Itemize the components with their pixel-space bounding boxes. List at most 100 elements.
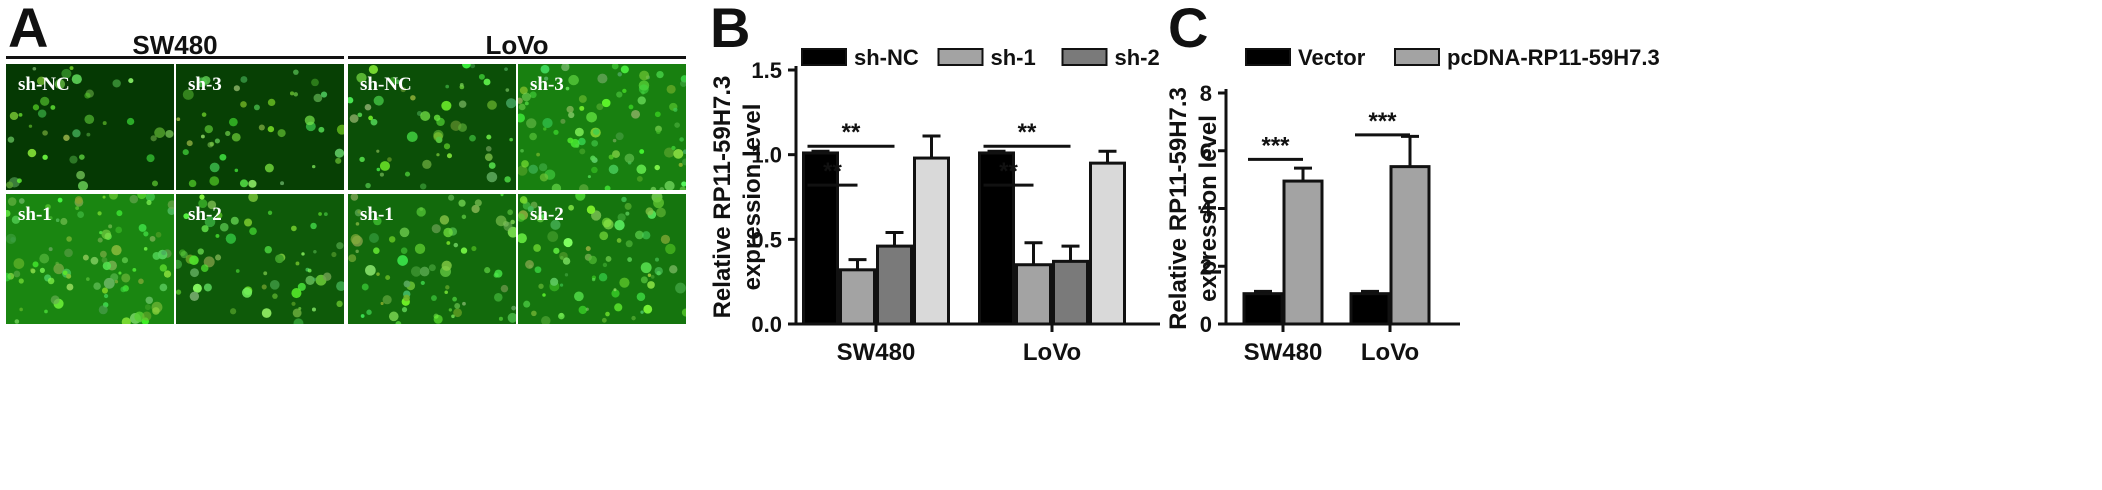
fluorescent-cell bbox=[511, 305, 516, 311]
fluorescent-cell bbox=[102, 195, 106, 199]
fluorescent-cell bbox=[599, 231, 609, 241]
fluorescent-cell bbox=[611, 289, 620, 298]
y-tick-label: 0.0 bbox=[751, 312, 782, 337]
fluorescent-cell bbox=[289, 91, 295, 96]
fluorescent-cell bbox=[66, 283, 74, 291]
fluorescent-cell bbox=[534, 266, 542, 274]
fluorescent-cell bbox=[680, 80, 686, 87]
fluorescent-cell bbox=[142, 311, 152, 321]
bar-sh-1-LoVo bbox=[1015, 263, 1052, 326]
y-axis-label: Relative RP11-59H7.3 expression level bbox=[1165, 87, 1222, 330]
fluorescent-cell bbox=[116, 210, 123, 217]
fluorescent-cell bbox=[631, 315, 636, 321]
fluorescent-cell bbox=[272, 293, 278, 299]
fluorescent-cell bbox=[435, 136, 443, 144]
fluorescent-cell bbox=[267, 98, 276, 107]
legend-label-Vector: Vector bbox=[1298, 45, 1366, 70]
micrograph-background bbox=[348, 194, 516, 324]
fluorescent-cell bbox=[659, 187, 665, 190]
fluorescent-cell bbox=[681, 308, 686, 317]
y-tick-label: 4 bbox=[1200, 197, 1213, 222]
fluorescent-cell bbox=[165, 129, 174, 138]
bar-sh-2-LoVo bbox=[1052, 259, 1089, 326]
fluorescent-cell bbox=[575, 143, 580, 148]
fluorescent-cell bbox=[228, 117, 238, 127]
fluorescent-cell bbox=[13, 258, 25, 269]
fluorescent-cell bbox=[366, 309, 372, 315]
fluorescent-cell bbox=[625, 211, 630, 216]
fluorescent-cell bbox=[488, 162, 496, 169]
fluorescent-cell bbox=[373, 216, 382, 226]
fluorescent-cell bbox=[214, 138, 220, 144]
fluorescent-cell bbox=[189, 255, 199, 266]
fluorescent-cell bbox=[574, 291, 584, 302]
fluorescent-cell bbox=[538, 163, 548, 172]
fluorescent-cell bbox=[163, 270, 172, 278]
fluorescent-cell bbox=[560, 118, 566, 124]
fluorescent-cell bbox=[47, 277, 55, 285]
fluorescent-cell bbox=[664, 180, 675, 190]
fluorescent-cell bbox=[146, 154, 155, 163]
legend-label-sh-1: sh-1 bbox=[991, 45, 1036, 70]
fluorescent-cell bbox=[14, 319, 20, 324]
legend-swatch-sh-NC bbox=[801, 48, 847, 66]
fluorescent-cell bbox=[112, 79, 121, 88]
fluorescent-cell bbox=[207, 141, 214, 148]
fluorescent-cell bbox=[293, 318, 304, 324]
fluorescent-cell bbox=[204, 216, 216, 228]
fluorescent-cell bbox=[356, 72, 367, 83]
y-axis-label-line: expression level bbox=[739, 104, 766, 291]
fluorescent-cell bbox=[558, 312, 565, 320]
fluorescent-cell bbox=[183, 213, 190, 220]
fluorescent-cell bbox=[349, 114, 359, 123]
fluorescent-cell bbox=[45, 204, 51, 210]
fluorescent-cell bbox=[198, 198, 208, 209]
fluorescent-cell bbox=[625, 240, 633, 248]
fluorescent-cell bbox=[13, 270, 21, 278]
micrograph-image bbox=[176, 194, 344, 324]
fluorescent-cell bbox=[368, 115, 374, 121]
micrograph-image bbox=[348, 194, 516, 324]
fluorescent-cell bbox=[564, 273, 569, 277]
fluorescent-cell bbox=[559, 283, 564, 287]
fluorescent-cell bbox=[660, 234, 671, 245]
fluorescent-cell bbox=[387, 157, 392, 162]
fluorescent-cell bbox=[495, 215, 507, 227]
fluorescent-cell bbox=[77, 180, 89, 190]
fluorescent-cell bbox=[18, 278, 24, 284]
fluorescent-cell bbox=[403, 294, 410, 302]
significance-label: ** bbox=[1018, 119, 1037, 146]
x-tick-label: LoVo bbox=[1361, 339, 1419, 366]
fluorescent-cell bbox=[292, 308, 302, 318]
fluorescent-cell bbox=[454, 303, 461, 309]
micrograph-sw480-sh-3: sh-3 bbox=[176, 64, 344, 190]
fluorescent-cell bbox=[264, 245, 272, 254]
fluorescent-cell bbox=[78, 154, 85, 160]
fluorescent-cell bbox=[311, 307, 316, 312]
fluorescent-cell bbox=[593, 128, 600, 135]
fluorescent-cell bbox=[318, 126, 325, 133]
fluorescent-cell bbox=[624, 153, 635, 164]
fluorescent-cell bbox=[149, 235, 156, 242]
fluorescent-cell bbox=[44, 309, 48, 314]
fluorescent-cell bbox=[102, 121, 107, 126]
fluorescent-cell bbox=[134, 311, 145, 322]
micrograph-background bbox=[176, 194, 344, 324]
fluorescent-cell bbox=[541, 316, 551, 324]
fluorescent-cell bbox=[62, 270, 68, 276]
fluorescent-cell bbox=[639, 70, 650, 81]
bar-sh-NC-SW480 bbox=[802, 151, 839, 326]
fluorescent-cell bbox=[305, 275, 315, 286]
fluorescent-cell bbox=[16, 178, 22, 184]
fluorescent-cell bbox=[520, 149, 524, 153]
fluorescent-cell bbox=[452, 296, 457, 302]
fluorescent-cell bbox=[240, 101, 247, 108]
chart-b: 0.0 0.5 1.0 1.5 Relative RP11-59H7.3 expressi… bbox=[700, 40, 1284, 485]
y-tick-label: 1.5 bbox=[751, 58, 782, 83]
fluorescent-cell bbox=[574, 127, 584, 137]
fluorescent-cell bbox=[357, 112, 363, 118]
fluorescent-cell bbox=[504, 176, 511, 183]
fluorescent-cell bbox=[523, 300, 531, 308]
fluorescent-cell bbox=[591, 140, 599, 147]
tile-label: sh-3 bbox=[530, 74, 564, 95]
